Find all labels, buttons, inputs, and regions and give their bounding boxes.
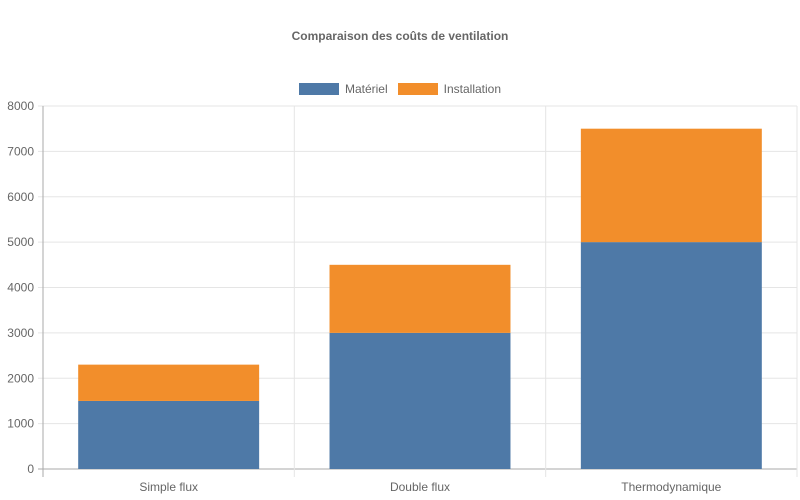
y-tick-label: 1000 <box>7 417 34 431</box>
bar-installation <box>580 128 762 243</box>
y-tick-label: 6000 <box>7 190 34 204</box>
bar-matériel <box>78 400 260 469</box>
x-tick-label: Double flux <box>390 480 450 494</box>
bar-matériel <box>580 242 762 469</box>
y-tick-label: 0 <box>27 462 34 476</box>
x-tick-label: Thermodynamique <box>621 480 721 494</box>
y-tick-label: 8000 <box>7 99 34 113</box>
legend-label: Installation <box>443 82 502 96</box>
bar-installation <box>78 364 260 401</box>
chart-title: Comparaison des coûts de ventilation <box>291 29 509 43</box>
y-tick-label: 5000 <box>7 235 34 249</box>
legend-item-installation[interactable]: Installation <box>397 82 502 96</box>
legend-swatch <box>397 83 438 95</box>
bar-matériel <box>329 332 511 469</box>
y-tick-label: 4000 <box>7 281 34 295</box>
legend-item-materiel[interactable]: Matériel <box>298 82 388 96</box>
y-tick-label: 3000 <box>7 326 34 340</box>
y-tick-label: 7000 <box>7 144 34 158</box>
x-tick-label: Simple flux <box>139 480 198 494</box>
y-tick-label: 2000 <box>7 371 34 385</box>
bar-installation <box>329 264 511 333</box>
legend-swatch <box>298 83 339 95</box>
legend: Matériel Installation <box>0 82 800 96</box>
legend-label: Matériel <box>344 82 388 96</box>
